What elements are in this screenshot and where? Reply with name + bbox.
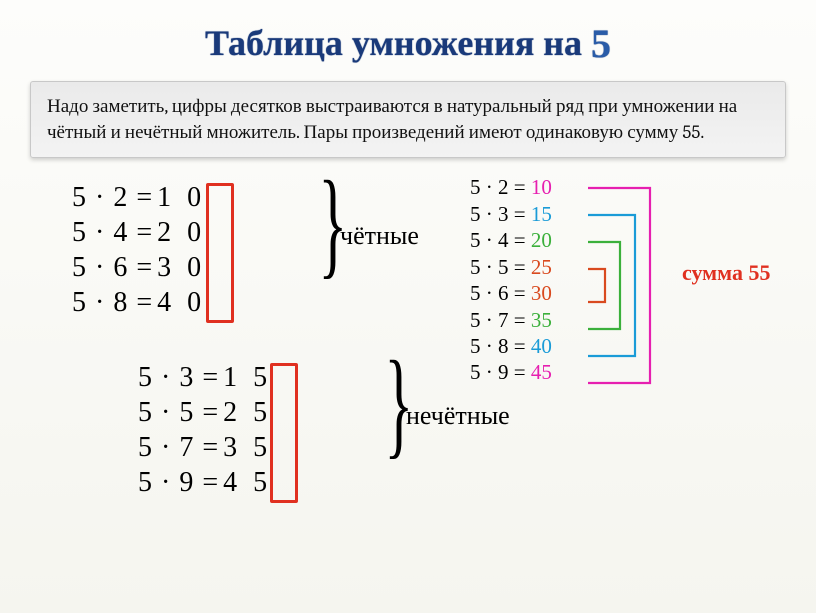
odd-lhs: 5 · 9 =	[138, 465, 219, 500]
pair-row: 5 · 7 = 35	[470, 307, 552, 333]
even-units: 0	[183, 215, 205, 250]
note-box: Надо заметить, цифры десятков выстраиваю…	[30, 81, 786, 158]
even-lhs: 5 · 4 =	[72, 215, 153, 250]
pair-lhs: 5 · 6 =	[470, 281, 531, 305]
pairs-list: 5 · 2 = 105 · 3 = 155 · 4 = 205 · 5 = 25…	[470, 174, 552, 386]
odd-units: 5	[249, 360, 271, 395]
page-title: Таблица умножения на 5	[0, 0, 816, 75]
pair-result: 15	[531, 202, 552, 226]
odd-lhs: 5 · 7 =	[138, 430, 219, 465]
odd-row: 5 · 9 =45	[138, 465, 271, 500]
odd-lhs: 5 · 5 =	[138, 395, 219, 430]
pair-row: 5 · 3 = 15	[470, 201, 552, 227]
pair-result: 30	[531, 281, 552, 305]
even-label: чётные	[340, 220, 419, 253]
even-group: 5 · 2 =105 · 4 =205 · 6 =305 · 8 =40 } ч…	[72, 180, 205, 320]
even-units: 0	[183, 285, 205, 320]
content-area: 5 · 2 =105 · 4 =205 · 6 =305 · 8 =40 } ч…	[0, 176, 816, 576]
pair-lhs: 5 · 7 =	[470, 308, 531, 332]
odd-row: 5 · 3 =15	[138, 360, 271, 395]
title-number: 5	[591, 20, 611, 67]
odd-row: 5 · 7 =35	[138, 430, 271, 465]
pair-lhs: 5 · 3 =	[470, 202, 531, 226]
pair-result: 35	[531, 308, 552, 332]
even-tens: 4	[153, 285, 175, 320]
odd-lhs: 5 · 3 =	[138, 360, 219, 395]
pair-result: 25	[531, 255, 552, 279]
pair-row: 5 · 2 = 10	[470, 174, 552, 200]
odd-tens: 2	[219, 395, 241, 430]
pair-lhs: 5 · 9 =	[470, 360, 531, 384]
title-text: Таблица умножения на	[205, 23, 582, 63]
sum-label: сумма 55	[682, 260, 771, 286]
even-lhs: 5 · 8 =	[72, 285, 153, 320]
even-tens: 3	[153, 250, 175, 285]
pair-bracket	[588, 215, 635, 356]
pair-row: 5 · 5 = 25	[470, 254, 552, 280]
odd-tens: 4	[219, 465, 241, 500]
even-row: 5 · 8 =40	[72, 285, 205, 320]
even-lhs: 5 · 6 =	[72, 250, 153, 285]
pair-result: 10	[531, 175, 552, 199]
even-tens: 1	[153, 180, 175, 215]
odd-tens: 3	[219, 430, 241, 465]
even-tens: 2	[153, 215, 175, 250]
odd-label: нечётные	[406, 400, 510, 433]
pair-row: 5 · 9 = 45	[470, 359, 552, 385]
even-units: 0	[183, 250, 205, 285]
even-tens-highlight	[206, 183, 234, 323]
pair-lhs: 5 · 8 =	[470, 334, 531, 358]
odd-group: 5 · 3 =155 · 5 =255 · 7 =355 · 9 =45 } н…	[138, 360, 271, 500]
pair-row: 5 · 6 = 30	[470, 280, 552, 306]
even-row: 5 · 4 =20	[72, 215, 205, 250]
pair-brackets	[588, 178, 728, 398]
even-row: 5 · 6 =30	[72, 250, 205, 285]
pair-bracket	[588, 269, 605, 302]
pair-result: 40	[531, 334, 552, 358]
odd-row: 5 · 5 =25	[138, 395, 271, 430]
pair-row: 5 · 4 = 20	[470, 227, 552, 253]
odd-units: 5	[249, 395, 271, 430]
odd-units: 5	[249, 430, 271, 465]
even-row: 5 · 2 =10	[72, 180, 205, 215]
pair-row: 5 · 8 = 40	[470, 333, 552, 359]
pair-result: 45	[531, 360, 552, 384]
odd-tens-highlight	[270, 363, 298, 503]
even-units: 0	[183, 180, 205, 215]
pair-lhs: 5 · 4 =	[470, 228, 531, 252]
even-lhs: 5 · 2 =	[72, 180, 153, 215]
pair-lhs: 5 · 2 =	[470, 175, 531, 199]
pair-lhs: 5 · 5 =	[470, 255, 531, 279]
odd-tens: 1	[219, 360, 241, 395]
odd-units: 5	[249, 465, 271, 500]
pair-result: 20	[531, 228, 552, 252]
